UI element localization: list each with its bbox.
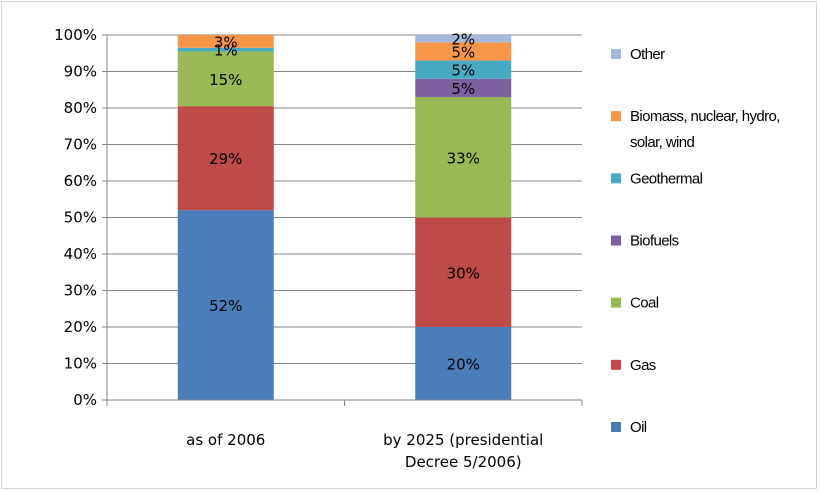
y-tick-label: 100%	[54, 26, 97, 44]
legend-swatch-other	[611, 49, 621, 59]
data-label-biomass-nuclear-hydro-solar-wind: 3%	[214, 33, 238, 51]
legend-swatch-geothermal	[611, 173, 621, 184]
bar-segment-gas	[415, 217, 512, 327]
data-label-coal: 15%	[209, 71, 242, 89]
legend-swatch-oil	[611, 422, 621, 432]
bar-segment-gas	[177, 106, 274, 211]
data-label-gas: 30%	[447, 264, 480, 282]
bar-segment-biomass-nuclear-hydro-solar-wind	[415, 42, 512, 61]
data-label-geothermal: 5%	[451, 62, 475, 80]
data-label-coal: 33%	[447, 149, 480, 167]
bar-segment-geothermal	[177, 47, 274, 52]
x-axis: as of 2006 by 2025 (presidential Decree 5/…	[106, 399, 583, 471]
y-tick-label: 70%	[64, 136, 97, 154]
legend-label-gas: Gas	[630, 357, 656, 374]
y-tick-label: 80%	[64, 99, 97, 117]
bar-segment-oil	[415, 327, 512, 400]
data-label-biofuels: 5%	[451, 80, 475, 98]
bar-segment-oil	[177, 210, 274, 400]
legend-label-other: Other	[630, 46, 665, 63]
y-tick-label: 60%	[64, 172, 97, 190]
bar-segment-other	[415, 35, 512, 43]
x-category-label: as of 2006	[186, 431, 265, 449]
bar-segment-coal	[415, 97, 512, 218]
y-tick-label: 40%	[64, 245, 97, 263]
bar-segment-biomass-nuclear-hydro-solar-wind	[177, 35, 274, 48]
bar-segment-geothermal	[415, 60, 512, 79]
x-category-label: by 2025 (presidential Decree 5/2006)	[383, 431, 543, 471]
y-axis: 0% 10% 20% 30% 40% 50% 60% 70% 80% 90% 100%	[54, 26, 108, 409]
legend-swatch-coal	[611, 297, 621, 308]
legend-swatch-gas	[611, 359, 621, 370]
y-tick-label: 30%	[64, 282, 97, 300]
bar-segment-biofuels	[415, 78, 512, 98]
legend-label-oil: Oil	[630, 419, 647, 436]
bar-segment-coal	[177, 51, 274, 107]
legend-label-biofuels: Biofuels	[630, 233, 679, 250]
y-tick-label: 90%	[64, 63, 97, 81]
legend-label-geothermal: Geothermal	[630, 170, 703, 187]
legend: Other Biomass, nuclear, hydro, solar, wind…	[611, 46, 780, 436]
legend-swatch-biomass-nuclear-hydro-solar-wind	[611, 111, 621, 122]
data-label-oil: 20%	[447, 356, 480, 374]
legend-label-coal: Coal	[630, 295, 659, 312]
data-label-gas: 29%	[209, 150, 242, 168]
y-tick-label: 10%	[64, 355, 97, 373]
data-label-geothermal: 1%	[214, 42, 238, 60]
y-tick-label: 0%	[73, 391, 97, 409]
data-labels: 52%29%15%1%3%20%30%33%5%5%5%2%	[209, 31, 480, 374]
data-label-oil: 52%	[209, 297, 242, 315]
bars	[177, 35, 512, 400]
data-label-biomass-nuclear-hydro-solar-wind: 5%	[451, 43, 475, 61]
data-label-other: 2%	[451, 31, 475, 49]
legend-label-biomass-nuclear-hydro-solar-wind: Biomass, nuclear, hydro, solar, wind	[630, 108, 780, 151]
stacked-bar-chart: 0% 10% 20% 30% 40% 50% 60% 70% 80% 90% 100% as of …	[54, 26, 780, 471]
legend-swatch-biofuels	[611, 235, 621, 246]
y-tick-label: 20%	[64, 318, 97, 336]
y-tick-label: 50%	[64, 209, 97, 227]
